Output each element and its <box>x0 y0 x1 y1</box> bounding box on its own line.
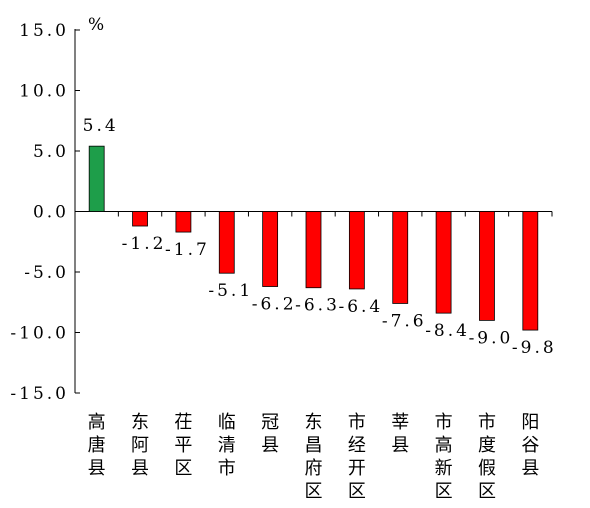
bar <box>522 211 539 331</box>
y-tick-label: -10.0 <box>10 324 69 344</box>
data-label: 5.4 <box>83 116 119 136</box>
data-label: -8.4 <box>425 321 470 341</box>
bar <box>88 145 105 212</box>
data-label: -6.2 <box>252 295 297 315</box>
y-unit-label: % <box>88 15 104 35</box>
bar <box>132 211 148 227</box>
bar <box>175 211 192 233</box>
data-label: -9.8 <box>512 338 557 358</box>
category-label: 冠县 <box>261 412 279 456</box>
category-label: 市经开区 <box>348 412 366 502</box>
bar <box>262 211 279 287</box>
bar <box>218 211 235 274</box>
data-label: -6.4 <box>338 297 383 317</box>
category-label: 莘县 <box>391 412 409 456</box>
category-label: 东阿县 <box>131 412 149 479</box>
axes: 15.0 10.0 5.0 0.0 -5.0 -10.0 -15.0 <box>10 21 553 404</box>
y-tick-label: -15.0 <box>10 384 69 404</box>
data-label: -5.1 <box>208 281 253 301</box>
data-label: -7.6 <box>382 311 427 331</box>
labels: 5.4 高唐县 -1.2 东阿县 -1.7 茌平区 -5.1 临清市 -6.2 冠县 -6.3 东昌府… <box>83 116 557 502</box>
category-label: 高唐县 <box>88 412 106 479</box>
bar <box>435 211 452 314</box>
y-tick-label: 0.0 <box>33 203 69 223</box>
category-label: 阳谷县 <box>521 412 539 479</box>
y-tick-label: 5.0 <box>33 142 69 162</box>
data-label: -6.3 <box>295 296 340 316</box>
category-label: 市高新区 <box>435 412 453 502</box>
data-label: -1.2 <box>122 234 167 254</box>
y-tick-label: -5.0 <box>24 263 69 283</box>
bar <box>392 211 409 304</box>
category-label: 临清市 <box>218 412 236 479</box>
y-tick-label: 15.0 <box>19 21 69 41</box>
bars <box>88 145 539 331</box>
bar <box>305 211 322 289</box>
bar <box>348 211 365 290</box>
bar <box>479 211 495 321</box>
data-label: -9.0 <box>469 328 514 348</box>
data-label: -1.7 <box>165 240 210 260</box>
category-label: 茌平区 <box>174 412 192 479</box>
category-label: 市度假区 <box>478 412 496 502</box>
category-label: 东昌府区 <box>305 412 323 502</box>
y-tick-label: 10.0 <box>19 82 69 102</box>
